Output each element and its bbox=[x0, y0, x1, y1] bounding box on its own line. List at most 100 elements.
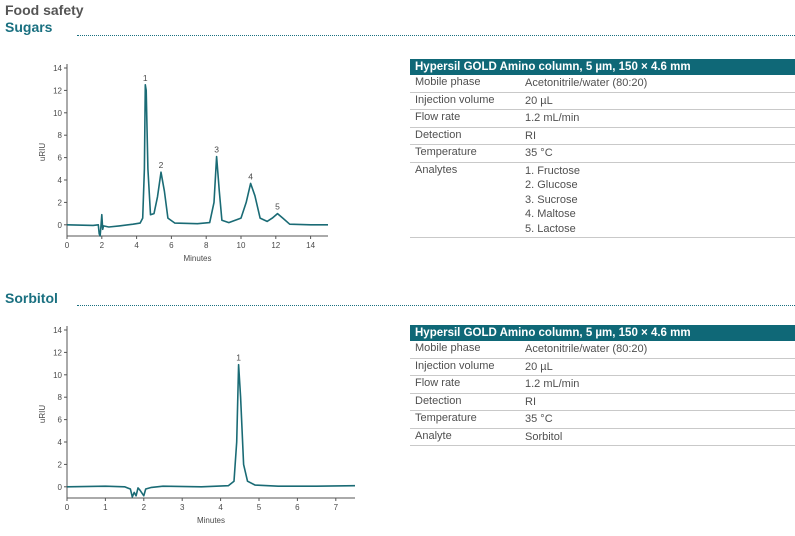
row-key: Flow rate bbox=[415, 377, 461, 389]
row-value-line: RI bbox=[525, 129, 536, 142]
x-tick-label: 7 bbox=[334, 503, 339, 512]
row-value: 1.2 mL/min bbox=[525, 110, 795, 127]
peak-label: 1 bbox=[143, 73, 148, 83]
row-value-line: Sorbitol bbox=[525, 430, 563, 443]
row-value: Acetonitrile/water (80:20) bbox=[525, 75, 795, 92]
row-key: Mobile phase bbox=[415, 342, 481, 354]
sorbitol-chromatogram: 0 1 2 3 4 5 6 7 0 2 4 6 8 10 12 14 Minutes uRIU 1 bbox=[30, 322, 370, 532]
row-value-line: 5. Lactose bbox=[525, 222, 576, 235]
row-value: Sorbitol bbox=[525, 429, 795, 446]
section-title-sugars: Sugars bbox=[5, 19, 53, 35]
row-value: 35 °C bbox=[525, 411, 795, 428]
row-value-line: 4. Maltose bbox=[525, 208, 576, 220]
y-tick-label: 2 bbox=[58, 198, 63, 207]
x-tick-label: 0 bbox=[65, 241, 70, 250]
row-value-line: 1.2 mL/min bbox=[525, 378, 580, 390]
y-tick-label: 4 bbox=[58, 438, 63, 447]
row-value-line: 35 °C bbox=[525, 147, 553, 159]
y-tick-label: 8 bbox=[58, 131, 63, 140]
y-tick-label: 14 bbox=[53, 326, 62, 335]
sugars-chromatogram: 0 2 4 6 8 10 12 14 0 2 4 6 8 10 12 14 Minutes uRIU 1 2 3 4 5 bbox=[30, 60, 340, 263]
table-row: Temperature 35 °C bbox=[410, 145, 795, 163]
row-key: Detection bbox=[415, 128, 462, 141]
row-value-line: 20 µL bbox=[525, 94, 553, 107]
y-tick-label: 8 bbox=[58, 393, 63, 402]
x-tick-label: 4 bbox=[134, 241, 139, 250]
table-row: Injection volume 20 µL bbox=[410, 93, 795, 110]
x-axis-label: Minutes bbox=[183, 254, 211, 263]
row-value-line: RI bbox=[525, 395, 536, 408]
table-row: Detection RI bbox=[410, 394, 795, 411]
table-row: Temperature 35 °C bbox=[410, 411, 795, 429]
x-tick-label: 10 bbox=[237, 241, 246, 250]
y-tick-label: 12 bbox=[53, 348, 62, 357]
row-value-line: 1. Fructose bbox=[525, 164, 581, 177]
row-value: 35 °C bbox=[525, 145, 795, 162]
y-tick-label: 10 bbox=[53, 109, 62, 118]
row-value: 1. Fructose 2. Glucose 3. Sucrose 4. Maltos… bbox=[525, 163, 795, 238]
row-value-line: Acetonitrile/water (80:20) bbox=[525, 343, 648, 355]
section-divider-sugars bbox=[77, 35, 795, 36]
y-tick-label: 0 bbox=[58, 483, 63, 492]
row-key: Mobile phase bbox=[415, 76, 481, 88]
x-tick-label: 6 bbox=[295, 503, 300, 512]
table-row: Analytes 1. Fructose 2. Glucose 3. Sucrose 4… bbox=[410, 163, 795, 238]
peak-label: 2 bbox=[159, 160, 164, 170]
y-tick-label: 0 bbox=[58, 221, 63, 230]
row-value-line: Acetonitrile/water (80:20) bbox=[525, 77, 648, 89]
row-value: RI bbox=[525, 394, 795, 411]
y-tick-label: 10 bbox=[53, 371, 62, 380]
table-header: Hypersil GOLD Amino column, 5 µm, 150 × … bbox=[410, 325, 795, 341]
row-key: Detection bbox=[415, 394, 462, 407]
row-key: Injection volume bbox=[415, 359, 495, 372]
row-value-line: 35 °C bbox=[525, 413, 553, 425]
chromatogram-trace bbox=[66, 363, 356, 498]
row-value: RI bbox=[525, 128, 795, 145]
row-value-line: 1.2 mL/min bbox=[525, 112, 580, 124]
x-tick-label: 2 bbox=[142, 503, 147, 512]
row-value-line: 2. Glucose bbox=[525, 179, 578, 191]
table-row: Injection volume 20 µL bbox=[410, 359, 795, 376]
peak-label: 1 bbox=[236, 353, 241, 363]
section-title-sorbitol: Sorbitol bbox=[5, 290, 58, 306]
sugars-conditions-table: Hypersil GOLD Amino column, 5 µm, 150 × … bbox=[410, 59, 795, 238]
y-tick-label: 6 bbox=[58, 416, 63, 425]
table-row: Analyte Sorbitol bbox=[410, 429, 795, 446]
table-row: Detection RI bbox=[410, 128, 795, 145]
y-axis-label: uRIU bbox=[38, 143, 47, 161]
x-tick-label: 12 bbox=[271, 241, 280, 250]
row-value: 20 µL bbox=[525, 93, 795, 110]
category-title: Food safety bbox=[5, 2, 84, 18]
y-tick-label: 4 bbox=[58, 176, 63, 185]
x-tick-label: 5 bbox=[257, 503, 262, 512]
x-tick-label: 0 bbox=[65, 503, 70, 512]
row-key: Analytes bbox=[415, 163, 458, 176]
x-tick-label: 14 bbox=[306, 241, 315, 250]
row-key: Temperature bbox=[415, 412, 477, 424]
y-tick-label: 12 bbox=[53, 86, 62, 95]
x-tick-label: 1 bbox=[103, 503, 108, 512]
x-tick-label: 2 bbox=[100, 241, 105, 250]
peak-label: 5 bbox=[275, 202, 280, 212]
y-axis-label: uRIU bbox=[38, 405, 47, 423]
table-row: Flow rate 1.2 mL/min bbox=[410, 110, 795, 128]
chromatogram-trace bbox=[66, 84, 328, 237]
y-tick-label: 14 bbox=[53, 64, 62, 73]
row-value: 1.2 mL/min bbox=[525, 376, 795, 393]
x-tick-label: 3 bbox=[180, 503, 185, 512]
row-value-line: 20 µL bbox=[525, 360, 553, 373]
row-key: Injection volume bbox=[415, 93, 495, 106]
x-axis-label: Minutes bbox=[197, 516, 225, 525]
y-tick-label: 2 bbox=[58, 460, 63, 469]
x-tick-label: 6 bbox=[169, 241, 174, 250]
table-header: Hypersil GOLD Amino column, 5 µm, 150 × … bbox=[410, 59, 795, 75]
table-row: Flow rate 1.2 mL/min bbox=[410, 376, 795, 394]
x-tick-label: 8 bbox=[204, 241, 209, 250]
row-value: Acetonitrile/water (80:20) bbox=[525, 341, 795, 358]
peak-label: 4 bbox=[248, 171, 253, 181]
row-value-line: 3. Sucrose bbox=[525, 193, 578, 206]
row-key: Flow rate bbox=[415, 111, 461, 123]
row-key: Analyte bbox=[415, 429, 452, 442]
